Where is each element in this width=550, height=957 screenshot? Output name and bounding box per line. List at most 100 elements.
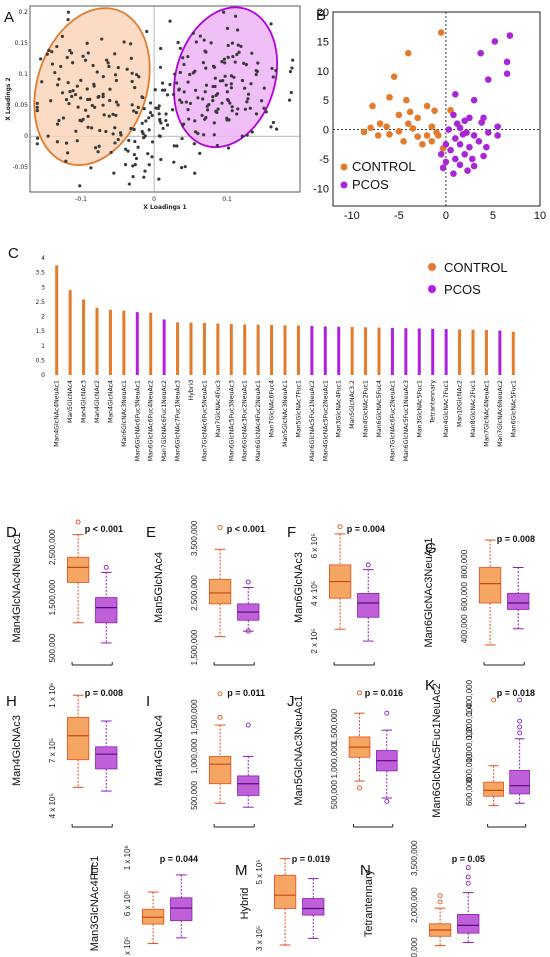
panel-a-point [175, 144, 179, 148]
panel-a-point [47, 48, 51, 52]
panel-a-point [159, 157, 163, 162]
panel-a-point [85, 87, 89, 91]
panel-k-label: K [425, 677, 435, 694]
panel-l-ytick: 6 x 10⁵ [123, 891, 132, 916]
panel-a-point [91, 63, 95, 68]
panel-c-category-label: Man8GlcNAc2Fuc1 [470, 380, 477, 438]
box-outlier [465, 865, 471, 871]
panel-a-point [196, 131, 200, 136]
panel-b-point-pcos [442, 140, 450, 148]
panel-b-point-control [376, 120, 384, 127]
panel-a-point [158, 65, 163, 69]
panel-b-point-pcos [470, 96, 478, 104]
panel-a-point [118, 131, 123, 135]
panel-a-point [260, 99, 264, 103]
panel-a-point [145, 29, 149, 34]
panel-a-point [71, 61, 75, 65]
panel-c-category-label: Man7GlcNAc4Fuc3 [215, 380, 222, 438]
panel-b-point-pcos [503, 58, 511, 66]
panel-a-ellipse-control [33, 7, 151, 166]
panel-a-point [288, 69, 293, 74]
panel-a-point [194, 40, 198, 44]
panel-a-point [168, 19, 172, 23]
panel-a-point [50, 62, 55, 66]
panel-e-ytick: 1,500,000 [190, 629, 199, 665]
panel-b-point-pcos [452, 91, 459, 98]
box-outlier [517, 697, 523, 703]
panel-a-point [107, 64, 111, 69]
panel-b-point-pcos [494, 132, 501, 139]
panel-a-point [96, 150, 100, 154]
panel-a-point [135, 73, 139, 77]
panel-a-point [157, 112, 161, 116]
panel-m-pvalue: p = 0.019 [292, 854, 330, 864]
panel-a-point [161, 126, 165, 131]
panel-c-category-label: Hybrid [188, 380, 195, 401]
panel-c-category-label: Man4GlcNAc4 [107, 380, 114, 423]
panel-a-point [133, 163, 137, 167]
panel-a-point [164, 112, 168, 116]
box-outlier [491, 697, 497, 703]
panel-a-point [256, 61, 260, 65]
panel-a-point [182, 62, 186, 67]
panel-a-point [59, 64, 63, 69]
box-outlier [245, 722, 251, 728]
box-outlier [465, 874, 471, 880]
panel-a-point [142, 175, 146, 179]
panel-h-pvalue: p = 0.008 [85, 688, 123, 698]
box-pcos [507, 592, 530, 610]
panel-c-category-label: Man7GlcNAc6Fuc4 [269, 380, 276, 438]
panel-a-point [105, 58, 109, 62]
panel-a-point [100, 37, 104, 41]
panel-b-point-pcos [456, 140, 464, 148]
panel-a-point [254, 112, 259, 116]
panel-a-point [236, 43, 240, 47]
panel-a-point [45, 52, 49, 56]
panel-i-ytick: 1,000,000 [190, 738, 199, 774]
panel-c-category-label: Man7GlcNAc4NeuAc1 [483, 380, 490, 447]
panel-a-point [209, 41, 213, 45]
panel-b-point-pcos [464, 167, 471, 175]
panel-a-point [237, 50, 241, 54]
panel-a-point [140, 121, 144, 125]
panel-a-point [116, 137, 120, 142]
panel-b-point-pcos [452, 155, 459, 163]
panel-a-point [66, 151, 70, 155]
panel-a-point [64, 97, 69, 102]
box-control [208, 755, 232, 785]
panel-a-point [212, 121, 216, 125]
panel-a-point [290, 66, 294, 70]
panel-a-point [90, 126, 94, 130]
panel-a-point [178, 70, 182, 75]
panel-a-point [130, 103, 134, 107]
panel-c-ytick: 0.5 [35, 357, 45, 364]
panel-a-point [191, 31, 195, 35]
panel-b-ytick: 10 [317, 66, 329, 78]
panel-c-category-label: Man3GlcNAc5Fuc1 [416, 380, 423, 438]
panel-c-label: C [8, 245, 19, 262]
panel-k-ytick: 1,200,000 [465, 703, 474, 739]
panel-a-point [160, 81, 165, 85]
panel-a-point [196, 96, 200, 100]
panel-h-ytick: 1 x 10⁶ [48, 683, 57, 708]
panel-a-point [246, 92, 251, 96]
panel-b-point-control [395, 128, 403, 135]
panel-a-point [133, 85, 137, 90]
panel-a-point [81, 54, 85, 58]
panel-b-point-pcos [456, 124, 464, 132]
panel-a-point [248, 106, 252, 110]
panel-g-ylabel: Man6GlcNAc3NeuAc1 [423, 537, 435, 647]
panel-a-point [75, 84, 79, 88]
panel-h-label: H [6, 693, 17, 710]
panel-a-point [129, 42, 133, 46]
panel-a-point [68, 48, 72, 53]
panel-b-label: B [316, 7, 326, 24]
panel-a-point [113, 126, 117, 130]
panel-a-point [172, 92, 176, 96]
panel-a-point [220, 101, 224, 105]
panel-a-point [133, 139, 137, 144]
panel-a-point [144, 119, 148, 123]
panel-b-point-pcos [506, 32, 514, 39]
